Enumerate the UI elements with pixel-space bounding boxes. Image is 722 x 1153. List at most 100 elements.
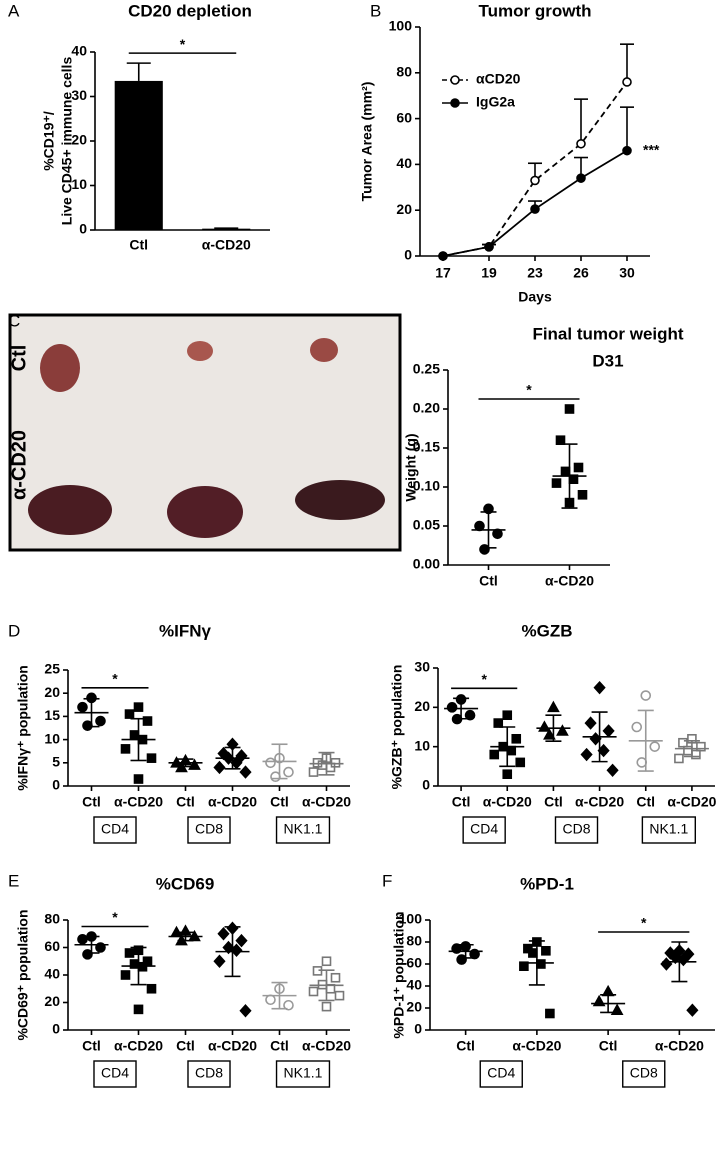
cell-type-label: CD8 (195, 1065, 223, 1081)
x-tick-label: Ctl (82, 1038, 101, 1054)
chart-title: CD20 depletion (128, 1, 252, 20)
chart-title: %GZB (522, 621, 573, 640)
y-tick-label: 60 (406, 955, 422, 971)
x-tick-label: α-CD20 (483, 794, 532, 810)
cell-type-label: NK1.1 (284, 821, 323, 837)
y-tick-label: 0.05 (413, 517, 440, 533)
point (678, 737, 688, 748)
point (602, 724, 615, 738)
photo-label: α-CD20 (8, 430, 30, 500)
y-axis-label: %IFNγ⁺ population (15, 665, 31, 791)
cell-type-label: CD4 (101, 1065, 129, 1081)
bar (202, 228, 251, 230)
point (239, 1004, 252, 1018)
x-tick-label: α-CD20 (114, 1038, 163, 1054)
point (446, 702, 458, 713)
bar (114, 80, 163, 230)
point (674, 753, 684, 764)
significance-label: * (112, 909, 118, 925)
point (283, 999, 294, 1011)
chart-title: Tumor growth (479, 1, 592, 20)
tumor-photo (8, 313, 402, 552)
panel-letter: B (370, 1, 381, 20)
y-tick-label: 10 (414, 737, 430, 753)
y-tick-label: 20 (71, 132, 87, 148)
x-tick-label: 30 (619, 265, 635, 281)
x-tick-label: Ctl (599, 1038, 618, 1054)
y-tick-label: 100 (389, 18, 413, 34)
y-tick-label: 0.10 (413, 478, 440, 494)
point (502, 769, 513, 780)
y-tick-label: 10 (44, 730, 60, 746)
point (239, 765, 252, 779)
point (217, 927, 230, 941)
point (606, 763, 619, 777)
point (502, 710, 513, 721)
point (584, 716, 597, 730)
point (622, 145, 632, 156)
y-tick-label: 0 (52, 777, 60, 793)
cell-type-label: CD8 (195, 821, 223, 837)
legend-marker (450, 75, 460, 85)
x-tick-label: α-CD20 (114, 794, 163, 810)
legend-label: IgG2a (476, 94, 515, 110)
point (120, 970, 131, 980)
significance-label: * (481, 671, 487, 687)
y-tick-label: 25 (44, 661, 60, 677)
panel-letter: F (382, 871, 392, 890)
legend-label: αCD20 (476, 71, 521, 87)
y-tick-label: 5 (52, 754, 60, 770)
point (622, 77, 632, 87)
y-tick-label: 40 (406, 977, 422, 993)
x-tick-label: 19 (481, 265, 497, 281)
point (308, 986, 319, 997)
point (129, 730, 140, 740)
point (631, 721, 643, 733)
y-tick-label: 0 (414, 1021, 422, 1037)
panel-letter: A (8, 1, 20, 20)
cell-type-label: CD8 (562, 821, 590, 837)
point (551, 478, 562, 488)
point (283, 766, 294, 778)
y-tick-label: 0 (52, 1021, 60, 1037)
y-axis-label: %CD69⁺ population (15, 909, 31, 1040)
cell-type-box (187, 816, 231, 844)
point (489, 749, 500, 760)
x-tick-label: 17 (435, 265, 451, 281)
point (312, 757, 323, 768)
y-tick-label: 20 (414, 698, 430, 714)
point (511, 733, 522, 744)
x-tick-label: α-CD20 (208, 1038, 257, 1054)
point (541, 945, 551, 956)
y-axis-label: Weight (g) (403, 433, 419, 501)
annotation: *** (643, 141, 660, 157)
x-tick-label: Ctl (270, 794, 289, 810)
point (640, 690, 652, 701)
x-tick-label: α-CD20 (655, 1038, 704, 1054)
point (438, 251, 448, 261)
point (576, 173, 586, 183)
point (560, 466, 571, 477)
cell-type-label: NK1.1 (649, 821, 688, 837)
x-tick-label: α-CD20 (545, 573, 594, 589)
point (649, 741, 661, 752)
point (95, 715, 106, 727)
chart-title: %PD-1 (520, 874, 574, 893)
y-axis-label: Live CD45+ immune cells (59, 57, 75, 226)
cell-type-box (275, 816, 331, 844)
y-tick-label: 20 (406, 999, 422, 1015)
x-tick-label: α-CD20 (302, 1038, 351, 1054)
point (580, 747, 593, 762)
point (686, 1003, 699, 1017)
x-tick-label: α-CD20 (302, 794, 351, 810)
point (660, 957, 673, 971)
x-tick-label: Ctl (176, 1038, 195, 1054)
cell-type-label: CD4 (487, 1065, 515, 1081)
point (636, 757, 648, 768)
y-axis-label: %PD-1⁺ population (391, 911, 407, 1038)
x-tick-label: Ctl (479, 573, 498, 589)
y-tick-label: 80 (396, 64, 412, 80)
x-tick-label: 23 (527, 265, 543, 281)
point (133, 702, 144, 712)
y-tick-label: 0 (79, 221, 87, 237)
